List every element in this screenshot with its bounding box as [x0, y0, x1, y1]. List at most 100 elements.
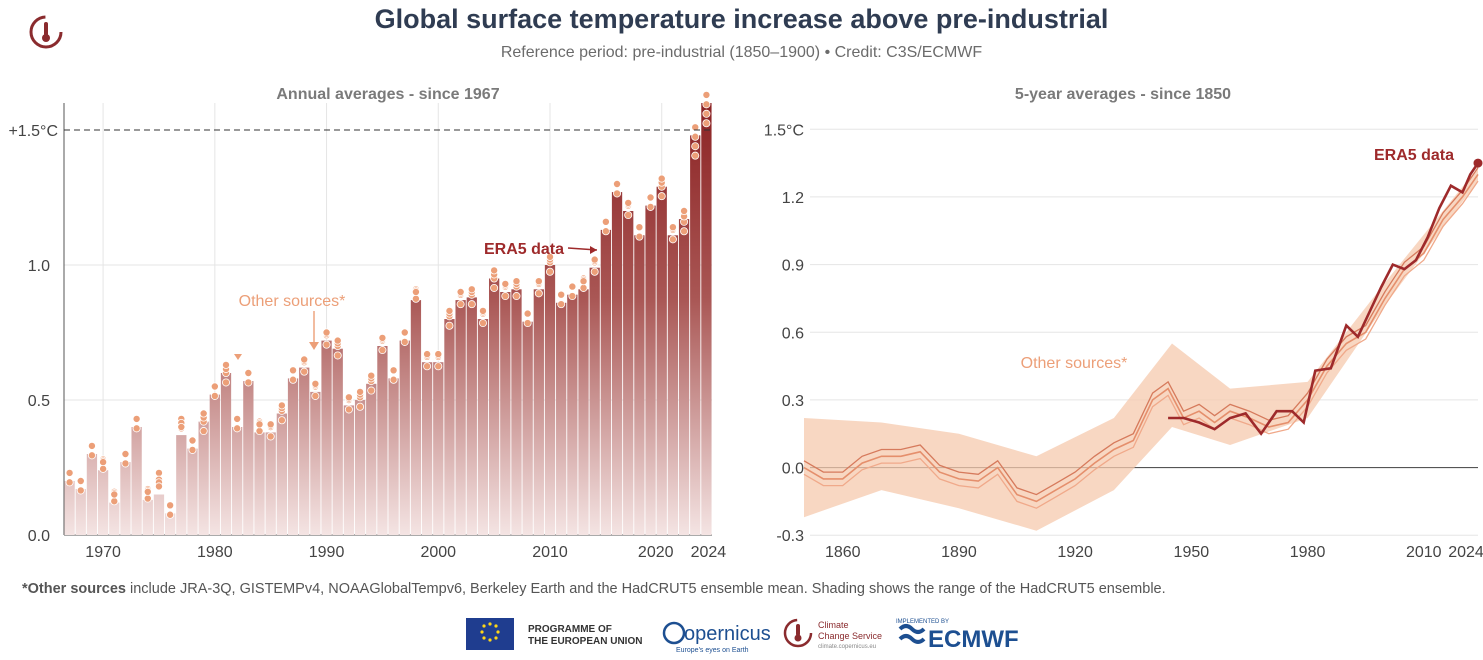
other-source-point — [411, 294, 420, 303]
x-tick-label: 1980 — [1290, 544, 1326, 561]
other-source-point — [557, 290, 566, 299]
footnote-text: include JRA-3Q, GISTEMPv4, NOAAGlobalTem… — [125, 581, 1166, 597]
other-source-point — [400, 337, 409, 346]
other-source-point — [702, 109, 711, 118]
other-source-point — [534, 289, 543, 298]
other-source-point — [199, 409, 208, 418]
bar — [634, 235, 645, 536]
five-year-averages-chart: 5-year averages - since 1850 1.5°C 1.2 0.9 0… — [764, 86, 1483, 561]
other-source-point — [423, 362, 432, 371]
bar — [522, 321, 533, 535]
other-source-point — [445, 306, 454, 315]
other-source-point — [87, 441, 96, 450]
bar — [75, 489, 86, 535]
other-source-point — [389, 366, 398, 375]
bar — [321, 340, 332, 535]
era5-endpoint — [1473, 158, 1483, 168]
y-tick-label: 0.9 — [782, 258, 804, 275]
other-source-point — [367, 371, 376, 380]
other-source-point — [434, 350, 443, 359]
bar — [243, 381, 254, 535]
other-source-point — [445, 321, 454, 330]
other-source-point — [289, 375, 298, 384]
other-source-point — [110, 497, 119, 506]
bar — [690, 135, 701, 535]
other-source-point — [590, 267, 599, 276]
other-source-point — [635, 232, 644, 241]
other-source-point — [702, 100, 711, 109]
y-tick-label: 0.3 — [782, 393, 804, 410]
bar — [488, 278, 500, 535]
other-source-point — [456, 287, 465, 296]
other-source-point — [668, 235, 677, 244]
other-source-point — [456, 300, 465, 309]
other-source-point — [702, 90, 711, 99]
bar — [187, 448, 198, 535]
other-source-point — [490, 283, 499, 292]
bar — [477, 319, 489, 535]
bar — [567, 294, 578, 535]
other-source-point — [467, 300, 476, 309]
ecmwf-text: ECMWF — [928, 626, 1019, 653]
bar — [533, 289, 544, 535]
bar — [455, 300, 466, 535]
other-source-point — [691, 151, 700, 160]
other-source-point — [277, 416, 286, 425]
bar — [131, 427, 142, 535]
other-source-point — [244, 368, 253, 377]
other-source-point — [188, 436, 197, 445]
bar — [153, 494, 165, 535]
other-source-point — [76, 486, 85, 495]
bar — [354, 400, 366, 535]
other-source-point — [579, 277, 588, 286]
other-source-point — [646, 193, 655, 202]
other-source-point — [300, 367, 309, 376]
other-source-point — [99, 464, 108, 473]
other-source-point — [65, 468, 74, 477]
other-source-point — [333, 336, 342, 345]
bar — [366, 383, 377, 535]
bar — [287, 378, 299, 535]
bar — [209, 394, 220, 535]
era5-arrow-head — [590, 246, 597, 254]
page-title: Global surface temperature increase abov… — [374, 4, 1109, 34]
other-source-point — [478, 319, 487, 328]
other-sources-arrow-head — [309, 342, 319, 350]
bar — [701, 103, 712, 535]
copernicus-tagline: Europe's eyes on Earth — [676, 647, 749, 654]
x-tick-label: 2020 — [638, 544, 674, 561]
other-source-point — [691, 142, 700, 151]
bar — [109, 502, 120, 535]
other-source-point — [110, 490, 119, 499]
other-source-point — [233, 414, 242, 423]
other-source-point — [221, 378, 230, 387]
eu-label-1: PROGRAMME OF — [528, 624, 612, 635]
bar — [120, 462, 131, 535]
bar — [466, 297, 477, 535]
bar — [589, 267, 600, 535]
other-source-point — [389, 375, 398, 384]
bar — [578, 289, 589, 535]
bar — [164, 513, 176, 535]
other-source-point — [311, 379, 320, 388]
x-tick-label: 2024 — [691, 544, 727, 561]
hadcrut5-range-band — [804, 167, 1478, 531]
c3s-label-2: Change Service — [818, 631, 882, 641]
footnote-bold: *Other sources — [22, 581, 126, 597]
other-source-point — [322, 340, 331, 349]
other-source-point — [344, 405, 353, 414]
other-source-point — [512, 292, 521, 301]
other-source-point — [523, 319, 532, 328]
bar — [611, 192, 623, 535]
other-sources-annotation: Other sources* — [239, 293, 346, 310]
other-source-point — [233, 424, 242, 433]
x-tick-label: 1860 — [825, 544, 861, 561]
other-source-point — [99, 458, 108, 467]
copernicus-text: opernicus — [684, 623, 771, 645]
other-source-point — [624, 198, 633, 207]
other-source-point — [121, 449, 130, 458]
other-source-point — [210, 382, 219, 391]
other-source-point — [87, 451, 96, 460]
other-source-point — [143, 487, 152, 496]
other-source-point — [434, 362, 443, 371]
